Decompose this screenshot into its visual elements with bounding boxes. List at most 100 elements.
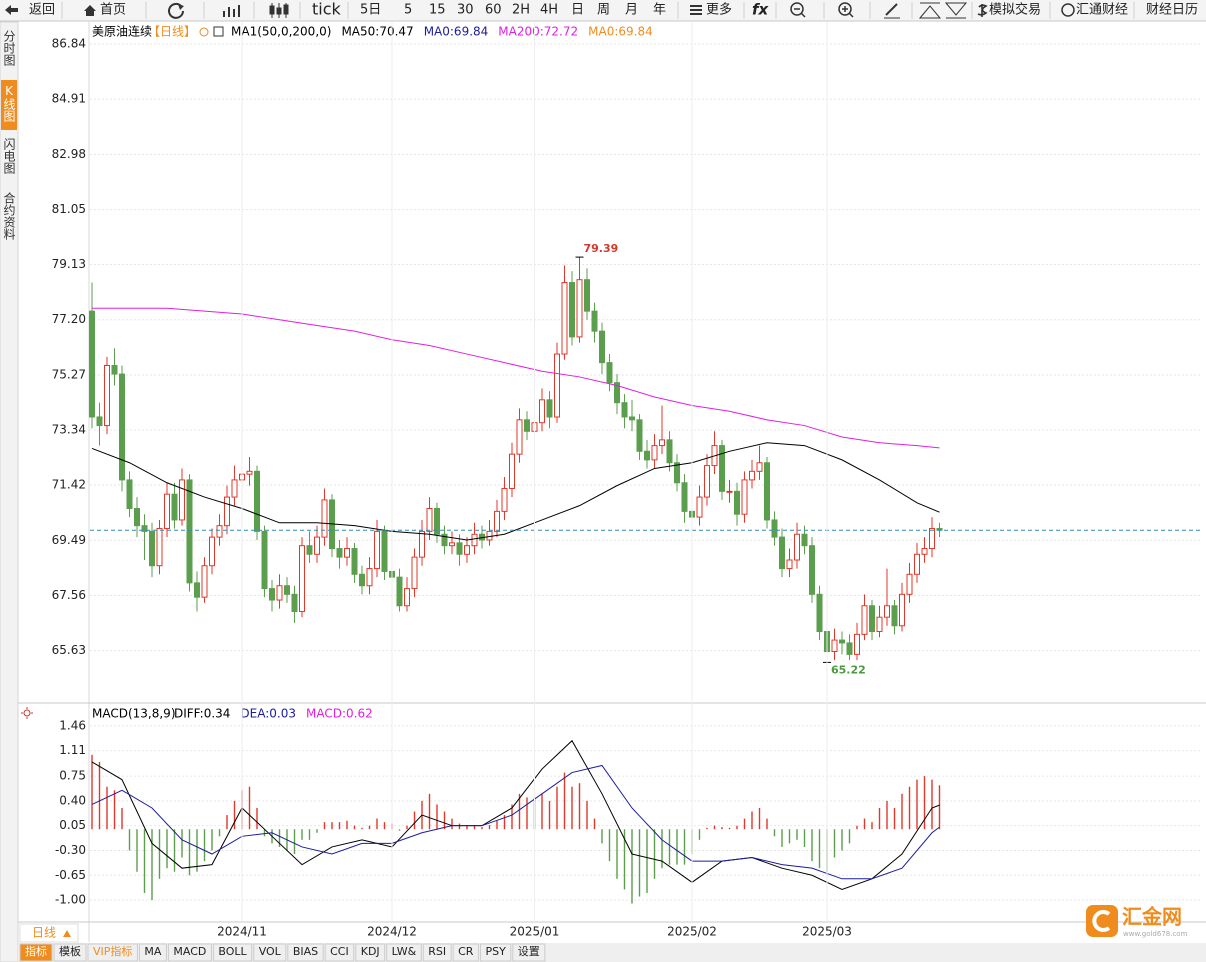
period-button[interactable]: 月 [625,3,638,18]
zoom-in-button[interactable] [838,2,854,18]
candle-body [419,530,425,558]
period-button[interactable]: 年 [653,3,666,18]
candle-body [764,462,770,521]
macd-settings-icon[interactable] [23,709,31,717]
sidebar-active [1,80,17,130]
candle-body [839,639,845,644]
period-button[interactable]: 周 [597,3,610,18]
legend-item: MA200:72.72 [498,25,578,39]
candle-body [149,530,155,567]
settings-icon[interactable] [199,27,209,37]
candle-body [344,548,350,558]
candle-body [456,542,463,555]
tab-box [422,943,452,962]
indicator-line [91,739,940,890]
news-button[interactable]: 汇通财经 [1076,3,1128,18]
candle-body [516,419,523,455]
refresh-button[interactable] [168,2,184,19]
indicator-tab[interactable]: MACD [173,945,206,958]
period-button[interactable]: 60 [485,3,502,18]
more-button[interactable]: 更多 [706,2,732,18]
indicator-tab[interactable]: LW& [392,945,417,958]
indicator-tab[interactable]: 设置 [518,945,540,958]
candle-button[interactable] [269,3,289,18]
candle-body [216,525,223,538]
indicator-tab[interactable]: 指标 [25,944,47,958]
period-button[interactable]: 2H [512,3,530,18]
candle-body [846,642,853,655]
candle-body [786,559,793,570]
chart-type-button[interactable] [223,5,240,17]
candle-body [891,605,898,627]
zoom-out-button[interactable] [790,2,806,18]
indicator-tab[interactable]: BOLL [218,945,247,958]
candle-body [426,508,433,532]
up-button[interactable] [918,2,942,19]
candle-body [801,533,808,547]
candle-body [486,530,493,541]
tab-box [138,943,167,962]
candle-body [651,445,658,461]
indicator-tab[interactable]: BIAS [293,945,318,958]
candle-body [209,536,215,567]
candle-body [741,479,748,515]
period-button[interactable]: 5 [404,3,412,18]
period-button[interactable]: 5日 [360,3,381,18]
back-button[interactable]: 返回 [29,3,55,18]
candle-body [201,565,208,598]
fx-button[interactable]: fx [752,1,770,19]
indicator-tab[interactable]: CCI [330,945,349,958]
sidebar-tab[interactable]: K线图 [2,84,16,122]
indicator-tab[interactable]: PSY [485,945,506,958]
sidebar-tab[interactable]: 分时图 [2,30,16,66]
y-tick-label: 0.75 [59,769,86,783]
legend-item: MA1(50,0,200,0) [231,25,331,39]
candle-body [441,533,448,547]
tab-box [479,943,512,962]
candle-body [171,493,178,521]
draw-button[interactable] [884,3,900,19]
indicator-tab[interactable]: VOL [259,945,282,958]
legend-item: MA0:69.84 [588,25,653,39]
period-button[interactable]: 日 [571,3,584,18]
candle-body [501,487,508,512]
period-button[interactable]: 15 [429,3,446,18]
ma-checkbox[interactable] [213,26,224,37]
trade-button[interactable]: 模拟交易 [989,2,1041,18]
y-tick-label: 0.05 [59,818,86,832]
y-tick-label: 1.46 [59,718,86,732]
home-button[interactable]: 首页 [100,3,126,18]
indicator-tab[interactable]: VIP指标 [93,944,132,958]
candle-body [494,510,500,532]
indicator-tab[interactable]: RSI [428,945,446,958]
calendar-button[interactable]: 财经日历 [1146,3,1198,18]
sidebar-tab[interactable]: 闪电图 [2,138,16,174]
indicator-tab[interactable]: 模板 [59,944,81,958]
indicator-tab[interactable]: MA [144,945,161,958]
chart-title: 美原油连续 [92,24,152,39]
period-button[interactable]: 4H [540,3,558,18]
legend-item: DIFF:0.34 [174,707,230,721]
candle-body [906,573,913,595]
period-selector-label[interactable]: 日线 [32,926,56,940]
indicator-tab[interactable]: KDJ [361,945,380,958]
candle-body [659,439,665,447]
tick-button[interactable]: tick [312,0,342,19]
candle-body [666,439,673,464]
y-tick-label: -0.30 [55,843,86,857]
y-tick-label: 84.91 [52,92,86,106]
indicator-line [91,442,940,541]
indicator-tab[interactable]: CR [458,945,474,958]
down-button[interactable] [944,2,968,19]
candle-body [621,402,628,418]
tab-box [386,943,422,962]
period-button[interactable]: 30 [457,3,474,18]
sidebar-tab[interactable]: 合约资料 [2,191,16,240]
period-selector[interactable] [19,923,79,943]
candle-body [749,470,755,481]
candle-body [366,568,373,587]
y-tick-label: 0.40 [59,793,86,807]
candle-body [674,462,680,484]
candle-body [261,530,268,590]
